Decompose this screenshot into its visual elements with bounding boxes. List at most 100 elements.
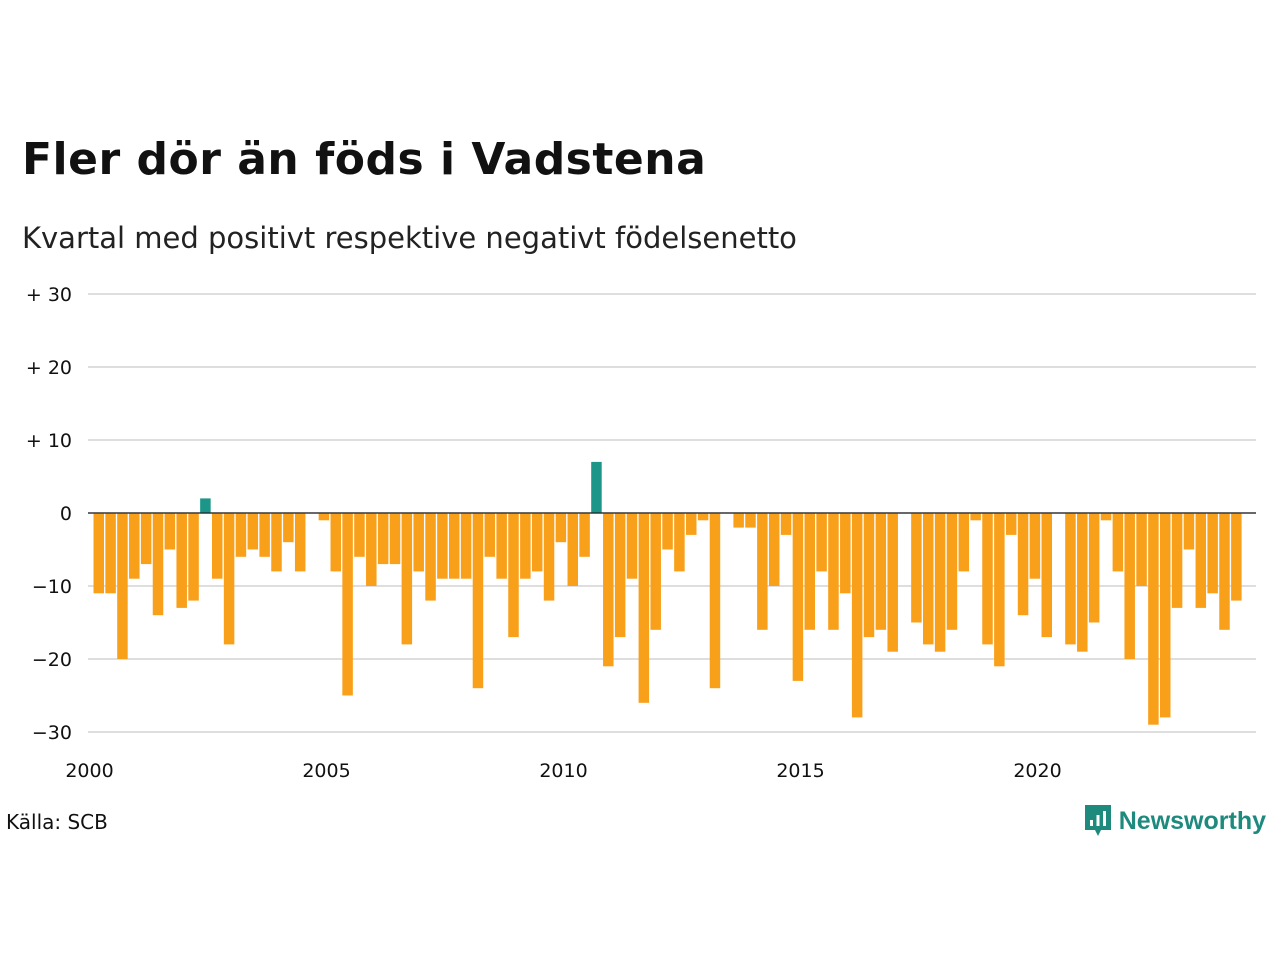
bar [212, 513, 223, 579]
bar [484, 513, 496, 557]
y-tick-label: −10 [32, 576, 72, 598]
bar [366, 513, 377, 586]
bar [283, 513, 294, 543]
bar [686, 513, 697, 535]
bar [460, 513, 472, 579]
bar [567, 513, 578, 586]
bar [1088, 513, 1100, 623]
bar [1077, 513, 1088, 652]
chart-title: Fler dör än föds i Vadstena [22, 134, 707, 185]
brand-name: Newsworthy [1118, 806, 1266, 835]
bar [970, 513, 981, 521]
y-tick-label: −20 [32, 649, 72, 671]
bar [579, 513, 590, 557]
bar [449, 513, 460, 579]
bar [709, 513, 721, 689]
bar [946, 513, 958, 630]
x-tick-label: 2010 [539, 760, 587, 782]
bar [1231, 513, 1242, 601]
bar [164, 513, 176, 550]
bar [294, 513, 306, 572]
bar [994, 513, 1005, 667]
bar [982, 513, 993, 645]
brand-logo: Newsworthy [1083, 803, 1266, 839]
bar [1207, 513, 1218, 594]
bar [614, 513, 626, 638]
bar [520, 513, 531, 579]
y-tick-label: + 10 [26, 430, 72, 452]
bar [117, 513, 128, 659]
bar [958, 513, 970, 572]
bar [377, 513, 389, 565]
bar [508, 513, 519, 638]
bar [437, 513, 448, 579]
bar [875, 513, 887, 630]
bar [733, 513, 744, 528]
bar-chart: + 30 + 20 + 10 0 −10 −20 −30 2000 2005 2010 2015 20… [26, 284, 1256, 782]
x-tick-label: 2015 [776, 760, 824, 782]
bar [1041, 513, 1052, 638]
bar [1148, 513, 1159, 725]
bar [93, 513, 104, 594]
bar [425, 513, 436, 601]
x-tick-label: 2020 [1013, 760, 1061, 782]
bar [247, 513, 259, 550]
bar [1183, 513, 1195, 550]
bar [591, 461, 602, 513]
bar [851, 513, 863, 718]
bar [271, 513, 282, 572]
bar [354, 513, 365, 557]
bar [816, 513, 827, 572]
bar [650, 513, 661, 630]
bar [911, 513, 922, 623]
bar [129, 513, 140, 579]
bar [768, 513, 780, 586]
x-tick-label: 2005 [302, 760, 350, 782]
bar [140, 513, 152, 565]
bar [626, 513, 638, 579]
bar [555, 513, 567, 543]
bar [1005, 513, 1017, 535]
bar [828, 513, 839, 630]
y-tick-label: + 30 [26, 284, 72, 306]
bar [1100, 513, 1112, 521]
bar [1124, 513, 1135, 659]
bar [223, 513, 235, 645]
bar [792, 513, 804, 681]
bar [1219, 513, 1230, 630]
bar [401, 513, 413, 645]
newsworthy-logo-icon [1084, 805, 1111, 836]
bar [496, 513, 507, 579]
chart-subtitle: Kvartal med positivt respektive negativt… [22, 221, 797, 255]
bar [188, 513, 199, 601]
bar [1029, 513, 1041, 579]
y-tick-label: −30 [32, 722, 72, 744]
y-tick-label: + 20 [26, 357, 72, 379]
bar [934, 513, 946, 652]
bar [1195, 513, 1207, 608]
bar [674, 513, 685, 572]
axes: + 30 + 20 + 10 0 −10 −20 −30 2000 2005 2010 2015 20… [26, 284, 1256, 782]
bar [413, 513, 424, 572]
bar [697, 513, 709, 521]
bar [1160, 513, 1171, 718]
bar [1065, 513, 1076, 645]
bar [235, 513, 247, 557]
bar [1171, 513, 1183, 608]
bar [389, 513, 401, 565]
bar [259, 513, 270, 557]
source-note: Källa: SCB [6, 810, 108, 834]
bar [200, 498, 211, 513]
bar [531, 513, 543, 572]
bar [543, 513, 555, 601]
bar [804, 513, 815, 630]
bar [1136, 513, 1147, 586]
bar [342, 513, 353, 696]
bar [330, 513, 341, 572]
bar [176, 513, 187, 608]
bar [1017, 513, 1029, 616]
bar [780, 513, 792, 535]
bar [662, 513, 673, 550]
bar [840, 513, 851, 594]
bar [472, 513, 484, 689]
